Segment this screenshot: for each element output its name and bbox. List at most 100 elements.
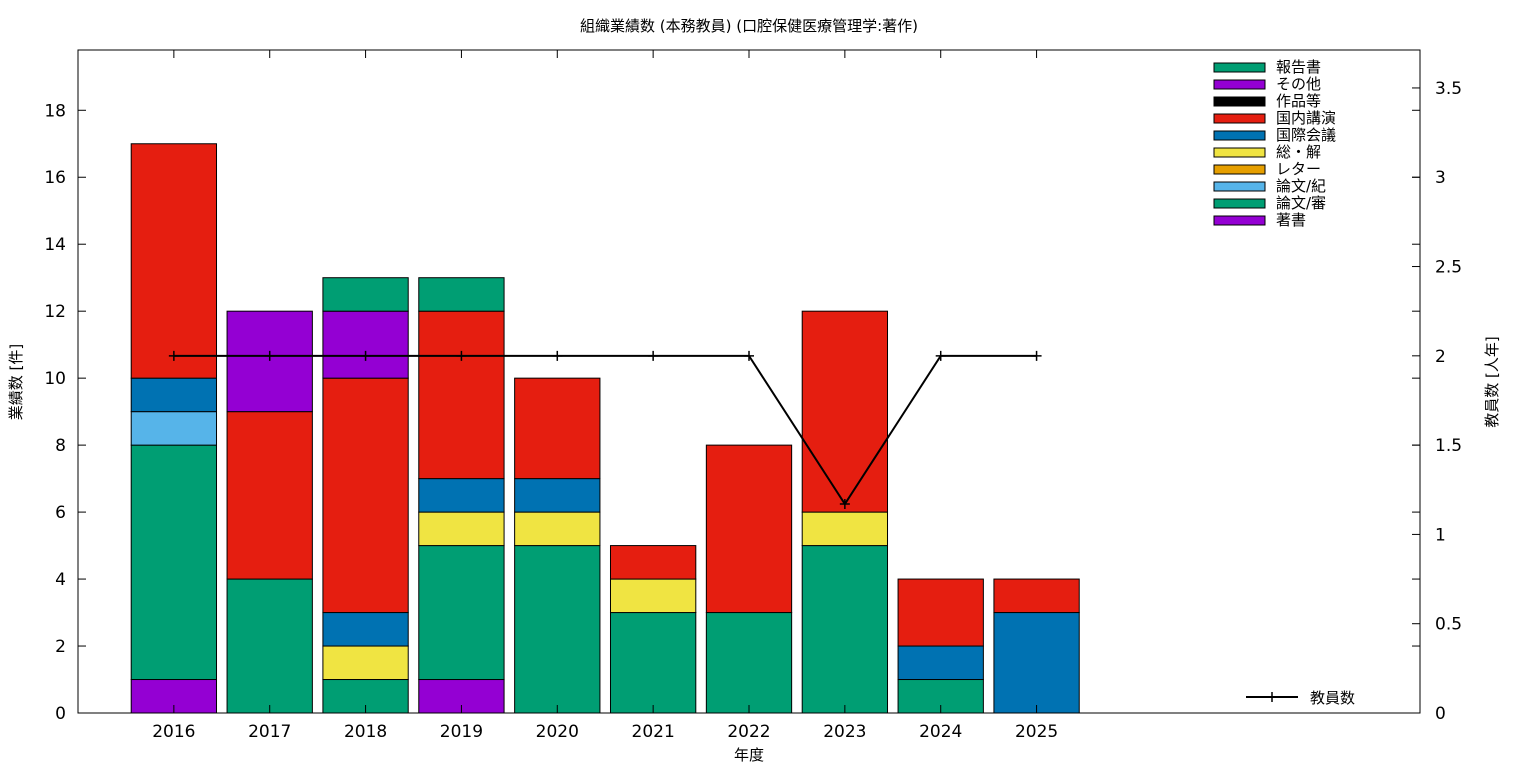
y2-tick-label: 3.5 (1435, 79, 1462, 99)
legend-label: 著書 (1276, 211, 1306, 229)
y-tick-label: 0 (55, 704, 66, 724)
bar-segment-2022-6 (705, 444, 793, 614)
faculty-line (173, 354, 1037, 506)
bar-segment-2019-5 (418, 478, 505, 513)
x-tick-label: 2020 (536, 722, 579, 742)
bar-segment-2022-1 (705, 612, 793, 714)
faculty-point-2017 (264, 350, 275, 361)
faculty-point-2019 (456, 350, 467, 361)
legend-swatch (1213, 181, 1266, 192)
x-tick-label: 2018 (344, 722, 387, 742)
x-tick-label: 2016 (152, 722, 195, 742)
legend-swatch (1213, 79, 1266, 90)
legend-label: 総・解 (1276, 143, 1321, 161)
bar-segment-2023-1 (801, 545, 889, 714)
bar-segment-2017-6 (226, 411, 313, 580)
bar-segment-2016-6 (130, 143, 218, 379)
x-tick-label: 2023 (823, 722, 866, 742)
x-tick-label: 2019 (440, 722, 483, 742)
bar-segment-2019-1 (418, 545, 505, 681)
y2-tick-label: 2.5 (1435, 258, 1462, 278)
y2-axis: 0 0.5 1 1.5 2 2.5 3 3.5 (1412, 79, 1462, 724)
bars (130, 143, 1080, 714)
bar-segment-2017-1 (226, 578, 313, 714)
x-axis: 2016 2017 2018 2019 2020 2021 2022 2023 2024 2025 (152, 50, 1058, 742)
bar-segment-2025-6 (993, 578, 1080, 614)
bar-segment-2016-5 (130, 377, 218, 413)
y-tick-label: 8 (55, 436, 66, 456)
legend-swatch (1213, 113, 1266, 124)
y-tick-label: 10 (44, 369, 66, 389)
bar-segment-2025-5 (993, 612, 1080, 714)
bar-segment-2017-8 (226, 310, 313, 413)
faculty-point-2020 (552, 350, 563, 361)
chart-title: 組織業績数 (本務教員) (口腔保健医療管理学:著作) (580, 17, 918, 35)
y2-tick-label: 1 (1435, 525, 1446, 545)
y2-axis-label: 教員数 [人年] (1483, 336, 1501, 427)
bar-segment-2023-6 (801, 310, 889, 513)
bar-segment-2023-4 (801, 511, 889, 547)
faculty-point-2025 (1031, 350, 1042, 361)
bar-segment-2016-1 (130, 444, 218, 681)
x-tick-label: 2025 (1015, 722, 1058, 742)
bar-segment-2021-4 (609, 578, 697, 614)
legend-swatch (1213, 147, 1266, 158)
bar-segment-2020-5 (514, 478, 601, 513)
line-legend-label: 教員数 (1310, 689, 1355, 707)
y-tick-label: 12 (44, 302, 66, 322)
legend-label: 国内講演 (1276, 109, 1336, 127)
y-axis: 0 2 4 6 8 10 12 14 16 18 (44, 101, 1420, 724)
legend-swatch (1213, 215, 1266, 226)
bar-segment-2021-6 (609, 545, 697, 580)
legend-label: 論文/審 (1276, 194, 1326, 212)
x-axis-label: 年度 (734, 746, 764, 764)
legend-label: 報告書 (1276, 58, 1321, 76)
legend-swatch (1213, 62, 1266, 73)
x-tick-label: 2022 (727, 722, 770, 742)
y2-tick-label: 3 (1435, 168, 1446, 188)
legend-label: 作品等 (1276, 92, 1321, 110)
faculty-point-2018 (360, 350, 371, 361)
line-layer (168, 350, 1042, 510)
bar-segment-2019-6 (418, 310, 505, 480)
y2-tick-label: 1.5 (1435, 436, 1462, 456)
y-tick-label: 18 (44, 101, 66, 121)
bar-segment-2019-4 (418, 511, 505, 547)
bar-segment-2019-9 (418, 277, 505, 312)
legend-label: 論文/紀 (1276, 177, 1326, 195)
legend-swatch (1213, 130, 1266, 141)
y-tick-label: 2 (55, 637, 66, 657)
bar-segment-2021-1 (609, 612, 697, 714)
faculty-point-2023 (839, 499, 850, 510)
y2-tick-label: 0.5 (1435, 615, 1462, 635)
x-tick-label: 2021 (632, 722, 675, 742)
faculty-point-2016 (168, 350, 179, 361)
y-tick-label: 4 (55, 570, 66, 590)
legend-label: レター (1276, 160, 1321, 178)
bar-segment-2024-5 (897, 645, 984, 681)
bar-segment-2018-8 (322, 310, 409, 379)
bar-segment-2018-5 (322, 612, 409, 647)
bar-segment-2016-2 (130, 411, 218, 446)
x-tick-label: 2017 (248, 722, 291, 742)
bar-segment-2024-6 (897, 578, 984, 647)
y-tick-label: 14 (44, 235, 66, 255)
y2-tick-label: 0 (1435, 704, 1446, 724)
x-tick-label: 2024 (919, 722, 962, 742)
faculty-point-2021 (648, 350, 659, 361)
y-tick-label: 6 (55, 503, 66, 523)
y2-tick-label: 2 (1435, 347, 1446, 367)
bar-segment-2018-4 (322, 645, 409, 681)
line-legend: 教員数 (1246, 689, 1355, 707)
legend-label: その他 (1276, 75, 1321, 93)
legend-swatch (1213, 96, 1266, 107)
bar-segment-2018-6 (322, 377, 409, 614)
faculty-point-2022 (744, 350, 754, 361)
y-tick-label: 16 (44, 168, 66, 188)
legend-swatch (1213, 164, 1266, 175)
bar-segment-2020-6 (514, 377, 601, 480)
legend-label: 国際会議 (1276, 126, 1336, 144)
bar-segment-2020-1 (514, 545, 601, 714)
